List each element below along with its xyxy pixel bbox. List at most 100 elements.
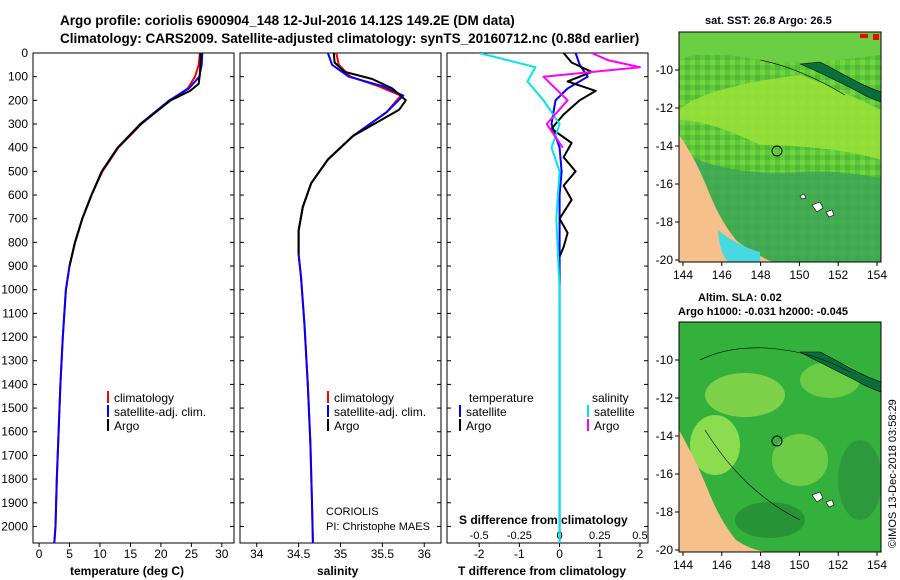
- depth-tick-label: 600: [8, 188, 28, 202]
- lon-tick-label: 150: [789, 558, 809, 572]
- sla-map-ticks: 144 146 148 150 152 154 -10 -12 -14 -16 -18 -20: [656, 353, 888, 572]
- sla-contour: [699, 347, 851, 521]
- lon-tick-label: 146: [712, 268, 732, 282]
- lon-tick-label: 144: [673, 268, 693, 282]
- x-tick-label: 30: [215, 547, 229, 561]
- x-tick-label: 36: [418, 547, 432, 561]
- lat-tick-label: -12: [656, 101, 674, 115]
- lat-tick-label: -10: [656, 63, 674, 77]
- sla-map-title-1: Altim. SLA: 0.02: [698, 292, 782, 304]
- depth-tick-label: 900: [8, 259, 28, 273]
- depth-tick-label: 1300: [1, 354, 28, 368]
- x-tick-label: 35.5: [371, 547, 395, 561]
- sst-contour: [759, 59, 846, 96]
- legend-argo: Argo: [114, 419, 140, 433]
- legend-s-argo: Argo: [594, 419, 620, 433]
- sst-reefs: [799, 193, 835, 218]
- x-tick-label: 34.5: [287, 547, 311, 561]
- series-line-satellite-adj-clim-: [297, 53, 405, 543]
- sla-low-2: [735, 502, 805, 538]
- lat-tick-label: -14: [656, 429, 674, 443]
- sla-high-1: [705, 373, 785, 417]
- depth-tick-label: 1100: [2, 306, 28, 320]
- series-line-argo: [297, 53, 407, 255]
- lat-tick-label: -12: [656, 391, 674, 405]
- legend-satellite: satellite-adj. clim.: [114, 405, 206, 419]
- depth-tick-label: 1400: [1, 377, 28, 391]
- depth-tick-label: 400: [8, 141, 28, 155]
- x-tick-label: -1: [514, 547, 525, 561]
- lon-tick-label: 154: [867, 558, 887, 572]
- lon-tick-label: 154: [867, 268, 887, 282]
- x-tick-label: 35: [334, 547, 348, 561]
- x-tick-label: 34: [250, 547, 264, 561]
- title-line-2: Climatology: CARS2009. Satellite-adjuste…: [60, 31, 639, 46]
- legend-climatology: climatology: [114, 391, 174, 405]
- x-tick-label: 20: [154, 547, 168, 561]
- lat-tick-label: -16: [656, 467, 674, 481]
- sst-hotspot: [860, 34, 868, 38]
- sst-land-australia: [679, 135, 772, 262]
- depth-tick-label: 0: [21, 46, 28, 60]
- title-line-1: Argo profile: coriolis 6900904_148 12-Ju…: [60, 13, 515, 28]
- lon-tick-label: 152: [828, 558, 848, 572]
- series-line-argo: [68, 53, 202, 267]
- sla-map: [679, 322, 881, 552]
- pi-note: PI: Christophe MAES: [326, 521, 430, 533]
- lon-tick-label: 144: [673, 558, 693, 572]
- s-tick-label: -0.25: [507, 530, 532, 542]
- series-line-s-argo: [542, 53, 641, 149]
- sla-high-4: [772, 434, 828, 486]
- depth-tick-label: 1500: [1, 401, 28, 415]
- sst-map-ticks: 144 146 148 150 152 154 -10 -12 -14 -16 -18 -20: [656, 63, 888, 282]
- temperature-legend: climatology satellite-adj. clim. Argo: [107, 391, 206, 433]
- temperature-panel-frame: [32, 52, 235, 544]
- s-tick-label: 0.25: [589, 530, 610, 542]
- sla-map-title-2: Argo h1000: -0.031 h2000: -0.045: [678, 306, 848, 318]
- depth-tick-label: 2000: [1, 519, 28, 533]
- s-tick-label: 0.5: [632, 530, 647, 542]
- legend-t-satellite: satellite: [466, 405, 507, 419]
- imos-timestamp: ©IMOS 13-Dec-2018 03:58:29: [887, 399, 899, 548]
- sst-map-title: sat. SST: 26.8 Argo: 26.5: [705, 15, 832, 27]
- salinity-legend: climatology satellite-adj. clim. Argo: [327, 391, 426, 433]
- depth-axis: 0 100 200 300 400 500 600 700 800 900 1000 1100 1200…: [1, 46, 648, 533]
- x-tick-label: 2: [637, 547, 644, 561]
- lon-tick-label: 148: [751, 268, 771, 282]
- sst-hotspot-2: [873, 34, 879, 40]
- lat-tick-label: -14: [656, 139, 674, 153]
- sst-north-band: [679, 32, 881, 63]
- x-tick-label: 1: [596, 547, 603, 561]
- x-tick-label: 0: [36, 547, 43, 561]
- legend-climatology: climatology: [334, 391, 394, 405]
- temperature-xlabel: temperature (deg C): [70, 564, 184, 578]
- sst-warm-band: [679, 75, 881, 160]
- legend-satellite: satellite-adj. clim.: [334, 405, 426, 419]
- sla-land-australia: [679, 430, 772, 552]
- legend-temperature-title: temperature: [469, 391, 534, 405]
- sst-argo-location: [771, 145, 783, 157]
- sst-map-frame: [678, 31, 882, 263]
- temperature-series: [53, 53, 204, 543]
- difference-legend: temperature satellite Argo salinity sate…: [459, 391, 635, 433]
- depth-tick-label: 200: [8, 93, 28, 107]
- sst-png-coast: [799, 61, 881, 103]
- sst-coastal-cyan: [718, 230, 760, 262]
- temperature-x-axis: 0 5 10 15 20 25 30: [36, 543, 229, 561]
- x-tick-label: 0: [556, 547, 563, 561]
- series-line-s-satellite: [478, 53, 561, 543]
- lat-tick-label: -10: [656, 353, 674, 367]
- depth-tick-label: 1900: [1, 496, 28, 510]
- sla-map-frame: [678, 321, 882, 553]
- salinity-panel-frame: [239, 52, 442, 544]
- data-centre-note: CORIOLIS: [326, 506, 379, 518]
- legend-argo: Argo: [334, 419, 360, 433]
- depth-tick-label: 1600: [1, 425, 28, 439]
- series-line-t-argo: [550, 53, 597, 257]
- x-tick-label: 15: [124, 547, 138, 561]
- salinity-series: [297, 53, 407, 543]
- t-difference-x-axis: -2 -1 0 1 2: [474, 543, 644, 561]
- lat-tick-label: -18: [656, 215, 674, 229]
- depth-tick-label: 1800: [1, 472, 28, 486]
